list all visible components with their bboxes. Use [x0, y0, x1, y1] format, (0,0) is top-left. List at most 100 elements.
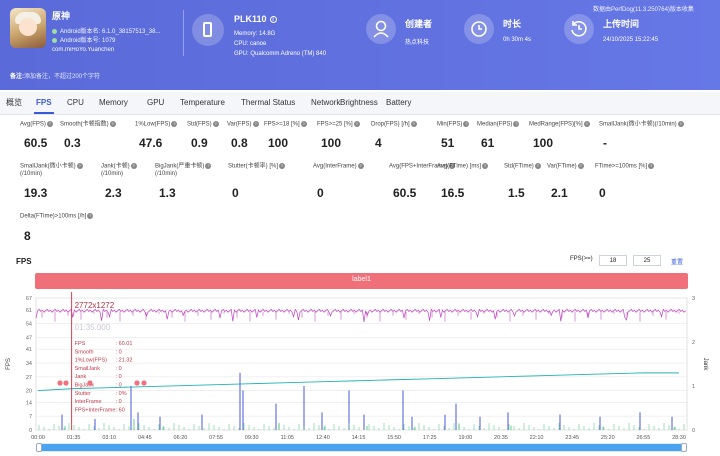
event-marker[interactable]: [63, 380, 69, 386]
metric-value: 100: [321, 136, 342, 150]
event-marker[interactable]: [141, 380, 147, 386]
help-icon[interactable]: ?: [583, 121, 590, 127]
help-icon[interactable]: ?: [357, 163, 364, 169]
help-icon[interactable]: ?: [353, 121, 360, 127]
y-tick-label: 27: [26, 375, 32, 381]
app-icon: [10, 8, 46, 48]
metric-label: 1%Low(FPS)?: [135, 121, 178, 129]
app-icon-face: [19, 18, 37, 36]
tooltip-value: : 0: [116, 399, 122, 405]
x-tick-label: 17:25: [423, 435, 437, 441]
fps-chart[interactable]: 0 7 14 20 27 34 41 47 54 61 67 0 1 2 3 FPS Jank 00:00 01:3…: [0, 290, 720, 442]
help-icon[interactable]: ?: [448, 163, 455, 169]
help-icon[interactable]: ?: [513, 121, 520, 127]
event-marker[interactable]: [134, 380, 140, 386]
help-icon[interactable]: ?: [677, 121, 684, 127]
device-name-text: PLK110: [234, 14, 267, 24]
help-icon[interactable]: ?: [205, 163, 212, 169]
android-icon: [52, 37, 57, 43]
duration-label: 时长: [503, 19, 522, 29]
fps-filter-input-2[interactable]: 25: [633, 255, 661, 266]
help-icon[interactable]: ?: [46, 121, 53, 127]
metric-value: 100: [268, 136, 289, 150]
fps-line: [35, 308, 686, 323]
note-input[interactable]: 添加备注，不超过200个字符: [24, 74, 101, 80]
creator-label: 创建者: [405, 19, 433, 29]
metric-label-text: FTime>=100ms [%]: [595, 163, 648, 170]
tab-8[interactable]: Brightness: [340, 98, 378, 107]
metric-label: Avg(FTime) [ms]?: [437, 163, 489, 171]
metric-value: 1.5: [508, 186, 525, 200]
y-tick-label: 61: [26, 308, 32, 314]
metric-label: Smooth(卡顿指数)?: [60, 121, 116, 129]
tab-7[interactable]: Network: [311, 98, 341, 107]
tab-6[interactable]: Thermal Status: [241, 98, 296, 107]
metric-label-text: Avg(FPS+InterFrame): [389, 163, 448, 170]
tooltip-value: : 0: [116, 366, 122, 372]
timeline-scrollbar[interactable]: [36, 443, 687, 452]
metric-value: 0: [317, 186, 324, 200]
help-icon[interactable]: ?: [577, 163, 584, 169]
metric-label-text: 1%Low(FPS): [135, 121, 171, 128]
x-tick-label: 19:00: [458, 435, 472, 441]
metric-label: Avg(FPS+InterFrame)?: [389, 163, 455, 171]
metric-value: 8: [24, 229, 31, 243]
metric-label: Std(FTime)?: [504, 163, 541, 171]
tooltip-key: FPS+InterFrame: [75, 407, 116, 413]
tab-5[interactable]: Temperature: [180, 98, 225, 107]
tab-0[interactable]: 概览: [6, 98, 22, 107]
info-icon[interactable]: i: [269, 16, 277, 24]
tab-9[interactable]: Battery: [386, 98, 412, 107]
x-tick-label: 07:55: [209, 435, 223, 441]
resolution-label: 2772x1272: [75, 301, 115, 310]
metric-label-text: FPS>=18 [%]: [264, 121, 300, 128]
help-icon[interactable]: ?: [109, 121, 116, 127]
help-icon[interactable]: ?: [463, 121, 470, 127]
help-icon[interactable]: ?: [212, 121, 219, 127]
tab-bar: 概览 FPS CPU Memory GPU Temperature Thermal Stat…: [0, 92, 720, 115]
metric-label-text: Median(FPS): [477, 121, 513, 128]
metric-value: 2.1: [551, 186, 568, 200]
x-tick-label: 20:35: [494, 435, 508, 441]
y2-tick-label: 0: [692, 428, 695, 434]
user-icon: [366, 14, 396, 44]
metric-label-text: SmallJank(微小卡顿)(/10min): [599, 121, 677, 128]
help-icon[interactable]: ?: [171, 121, 178, 127]
help-icon[interactable]: ?: [130, 163, 137, 169]
tab-4[interactable]: GPU: [147, 98, 165, 107]
x-tick-label: 15:50: [387, 435, 401, 441]
help-icon[interactable]: ?: [279, 163, 286, 169]
tooltip-value: : 60: [116, 407, 125, 413]
event-marker[interactable]: [57, 380, 63, 386]
scrollbar-handle-right[interactable]: [681, 443, 687, 452]
tab-2[interactable]: CPU: [67, 98, 84, 107]
help-icon[interactable]: ?: [300, 121, 307, 127]
android-code: Android版本号: 1079: [52, 37, 115, 46]
tab-1[interactable]: FPS: [34, 92, 54, 114]
help-icon[interactable]: ?: [534, 163, 541, 169]
metric-label-text: Stutter(卡顿率) [%]: [228, 163, 279, 170]
help-icon[interactable]: ?: [482, 163, 489, 169]
metric-value: 1.3: [159, 186, 176, 200]
metric-label: Median(FPS)?: [477, 121, 520, 129]
note-bar[interactable]: 备注: 添加备注，不超过200个字符: [0, 69, 720, 86]
tooltip-value: : 0: [116, 374, 122, 380]
creator-value: 热点科技: [405, 40, 430, 46]
metric-value: 4: [375, 136, 382, 150]
help-icon[interactable]: ?: [87, 213, 94, 219]
scrollbar-thumb[interactable]: [36, 444, 687, 451]
label-bar[interactable]: label1: [35, 273, 688, 289]
reset-button[interactable]: 重置: [671, 260, 684, 266]
metric-value: 0.8: [231, 136, 248, 150]
tab-3[interactable]: Memory: [99, 98, 128, 107]
help-icon[interactable]: ?: [252, 121, 259, 127]
metric-value: -: [603, 136, 607, 150]
help-icon[interactable]: ?: [410, 121, 417, 127]
fps-filter-input-1[interactable]: 18: [599, 255, 627, 266]
event-marker[interactable]: [87, 380, 93, 386]
x-tick-label: 09:30: [245, 435, 259, 441]
help-icon[interactable]: ?: [648, 163, 655, 169]
scrollbar-handle-left[interactable]: [36, 443, 42, 452]
tooltip-key: Smooth: [75, 349, 94, 355]
help-icon[interactable]: ?: [76, 163, 83, 169]
